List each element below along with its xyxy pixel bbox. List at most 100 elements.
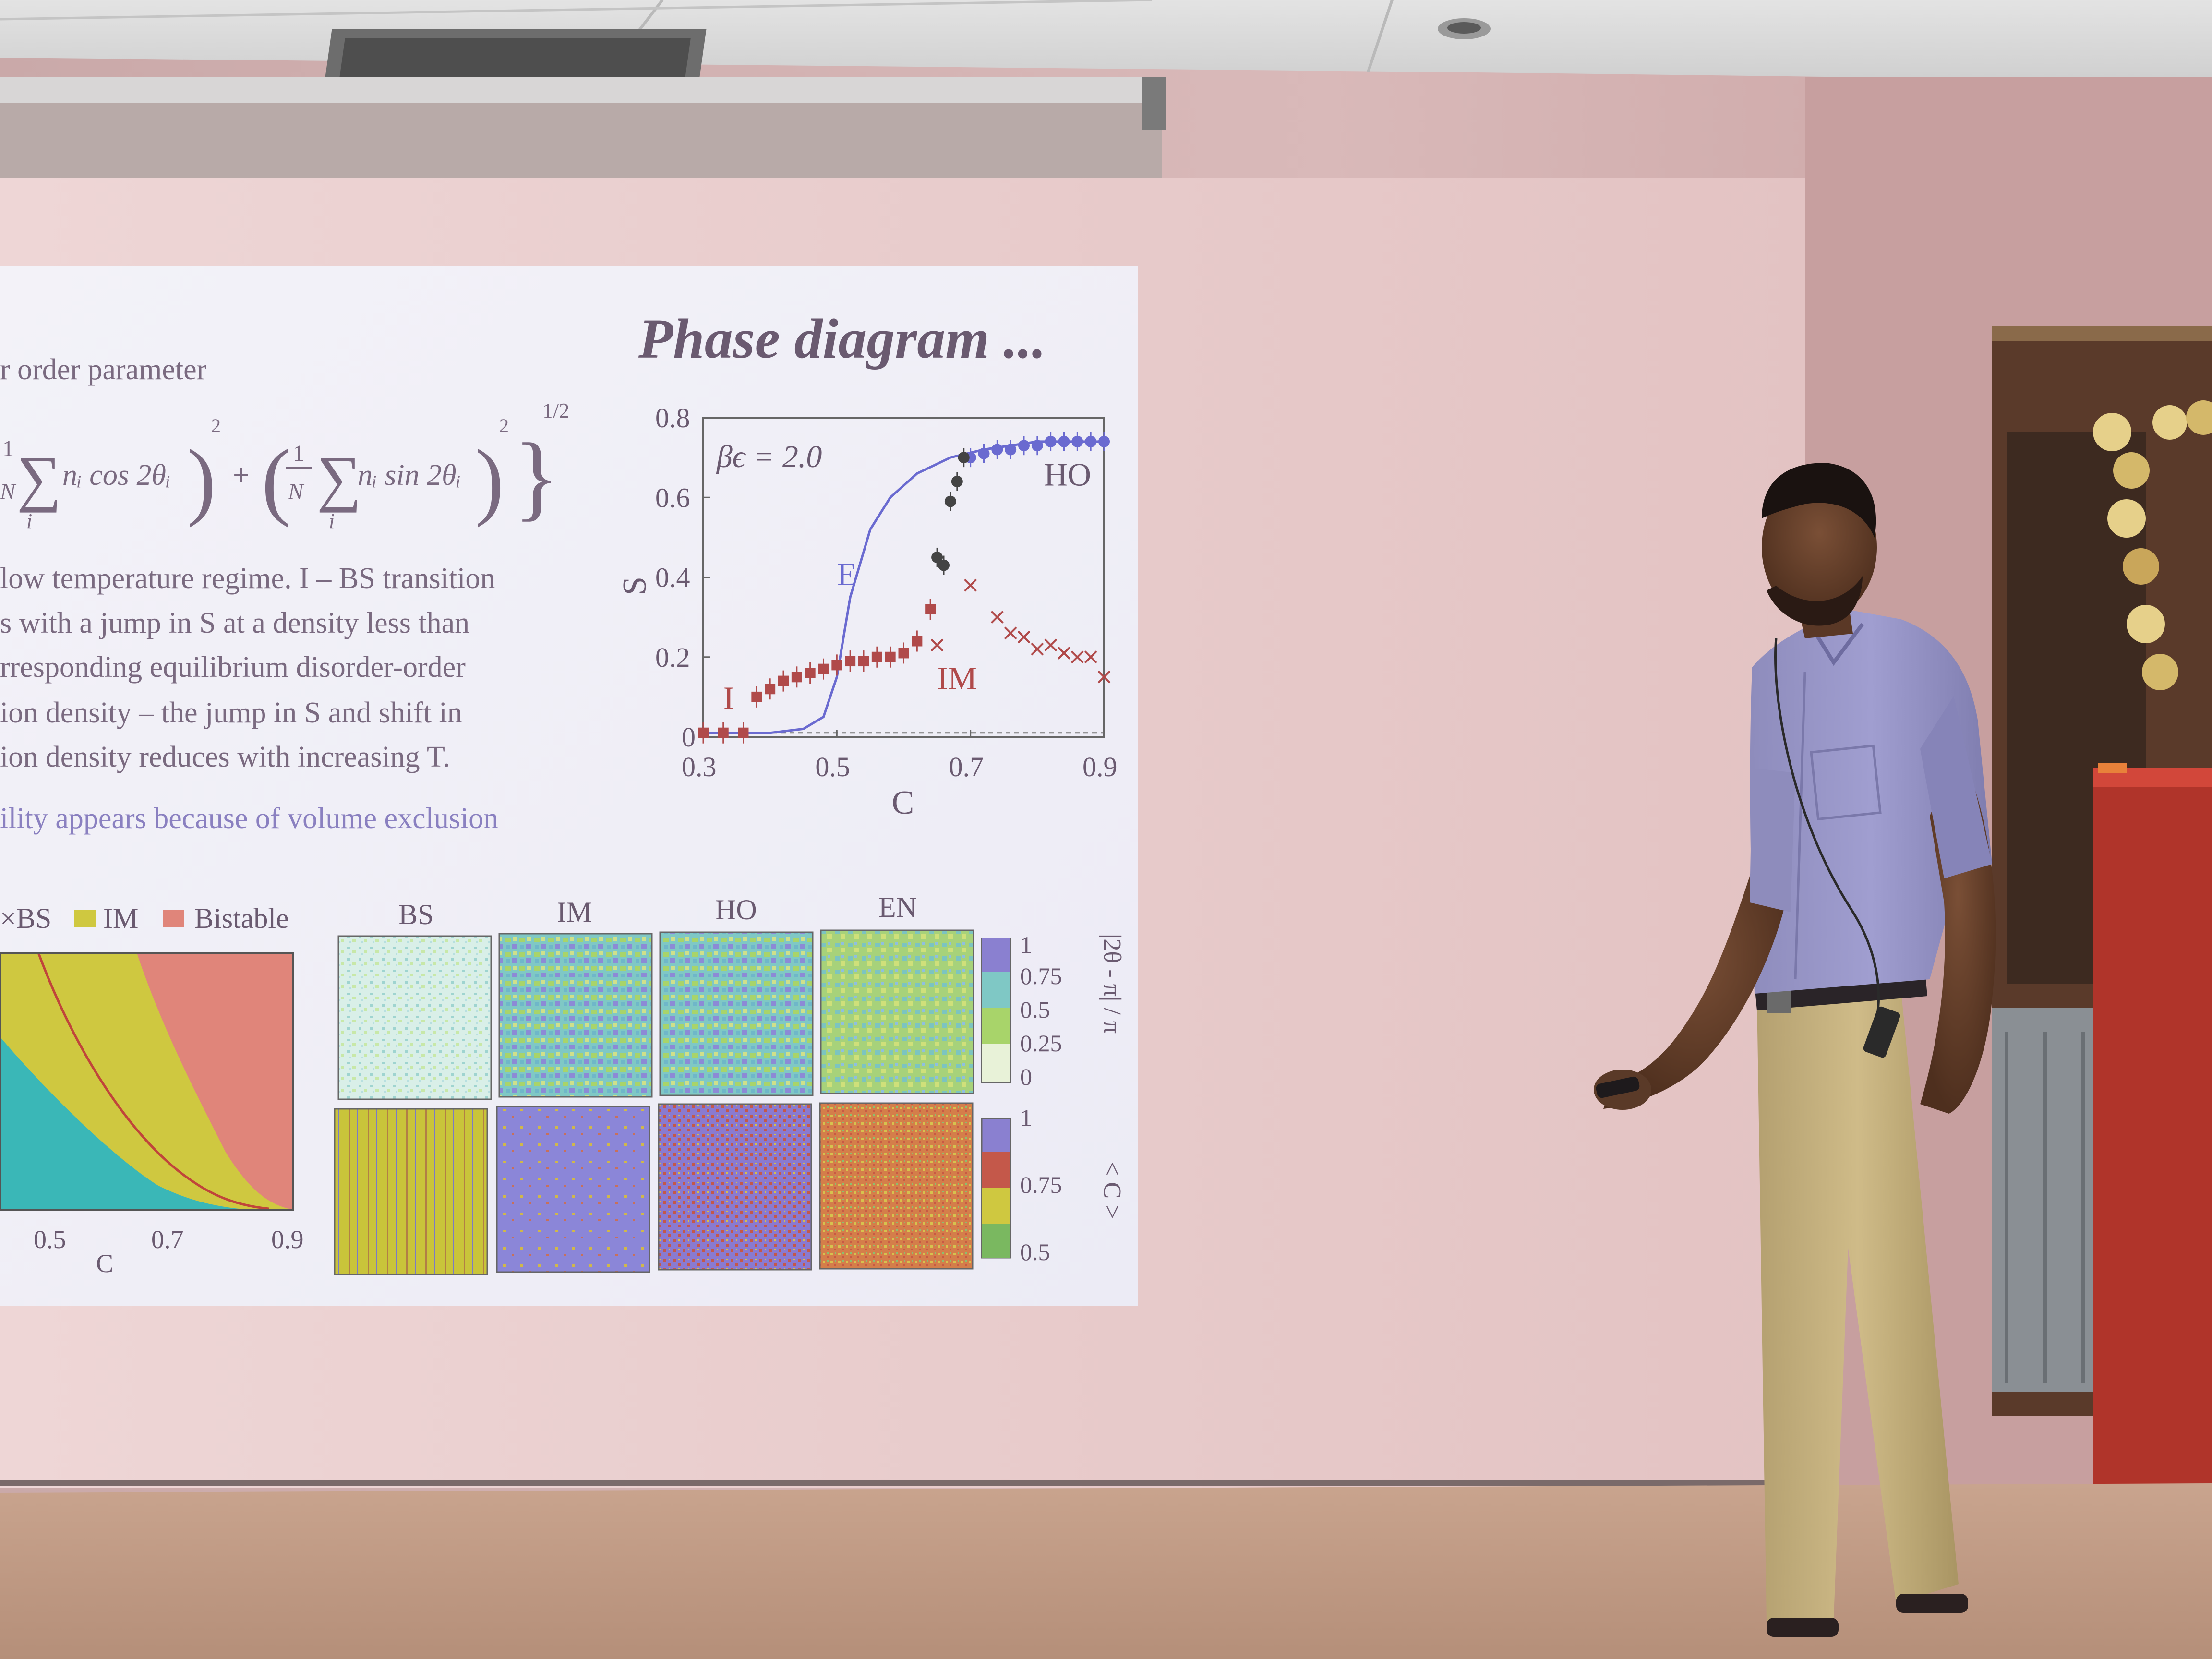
formula-half: 1/2 xyxy=(542,399,569,422)
phase-map-legend: ×BS IM Bistable xyxy=(0,902,289,934)
data-point-cross xyxy=(1044,638,1058,652)
heatmap-en-density xyxy=(819,1102,974,1270)
phase-map-boundary xyxy=(37,952,269,1210)
data-point-circle xyxy=(951,476,963,487)
heatmap-label-im: IM xyxy=(557,896,592,928)
chart-xtick-label: 0.5 xyxy=(815,751,850,782)
data-point-cross xyxy=(964,578,977,592)
formula-sin: nᵢ sin 2θᵢ xyxy=(358,459,461,492)
cbar-bottom-tick-2: 0.5 xyxy=(1020,1238,1050,1265)
flower-garland xyxy=(2093,400,2212,690)
heatmap-im-angle xyxy=(498,933,653,1098)
chart-xtick-label: 0.3 xyxy=(682,751,717,782)
formula-power2: 2 xyxy=(211,415,221,436)
chart-ytick-label: 0 xyxy=(682,721,696,753)
bullet-line-5: ion density reduces with increasing T. xyxy=(0,741,450,773)
chart-ylabel: S xyxy=(616,577,653,595)
presenter-shoe xyxy=(1767,1618,1839,1637)
data-point-square xyxy=(885,651,896,662)
data-point-circle xyxy=(1085,435,1097,447)
chart-region-label: HO xyxy=(1044,456,1091,493)
chart-region-label: IM xyxy=(937,660,977,696)
formula-paren-close-2: ) xyxy=(475,432,504,528)
heatmap-label-en: EN xyxy=(878,891,917,923)
formula-sum-2: ∑ xyxy=(317,444,361,513)
data-point-square xyxy=(698,727,709,738)
legend-bs: ×BS xyxy=(0,902,51,934)
presenter-head xyxy=(1762,475,1877,619)
data-point-cross xyxy=(1058,647,1070,660)
screen-housing xyxy=(0,77,1166,106)
presenter-beard xyxy=(1767,576,1863,626)
phase-map-xtick-1: 0.7 xyxy=(151,1225,184,1254)
data-point-square xyxy=(898,648,909,659)
data-point-cross xyxy=(1017,630,1031,644)
formula-brace: } xyxy=(514,424,560,530)
heatmap-grid: BS IM HO EN 1 0.75 0.5 0.25 0 1 0.75 0.5 xyxy=(334,891,1126,1275)
data-point-square xyxy=(925,604,936,614)
data-point-square xyxy=(831,660,842,671)
phase-map-xtick-2: 0.9 xyxy=(271,1225,304,1254)
bullet-line-3: rresponding equilibrium disorder-order xyxy=(0,651,466,684)
chart-region-label: I xyxy=(723,680,734,716)
chart-ytick-label: 0.6 xyxy=(655,482,690,513)
chart-ytick-label: 0.4 xyxy=(655,562,690,593)
slide-title: Phase diagram ... xyxy=(638,307,1046,370)
presenter-left-arm xyxy=(1603,854,1786,1109)
bullet-last: ility appears because of volume exclusio… xyxy=(0,802,498,835)
formula-N: N xyxy=(0,479,17,505)
data-point-circle xyxy=(931,551,943,563)
cbar-top-label: |2θ - π| / π xyxy=(1098,934,1126,1034)
data-point-square xyxy=(912,636,923,647)
data-point-cross xyxy=(1031,642,1044,656)
data-point-square xyxy=(858,656,869,667)
chart-ytick-label: 0.8 xyxy=(655,402,690,433)
formula: 1 N ∑ i nᵢ cos 2θᵢ ) 2 + ( 1 N ∑ i nᵢ si… xyxy=(0,399,569,533)
phase-map-axis: 0.5 0.7 0.9 C xyxy=(34,1225,304,1278)
data-point-circle xyxy=(938,559,950,571)
presenter xyxy=(1594,463,1996,1637)
data-point-circle xyxy=(1045,435,1057,447)
order-param-text: r order parameter xyxy=(0,353,207,386)
data-point-cross xyxy=(1097,670,1111,684)
legend-im: IM xyxy=(103,902,138,934)
cbar-bottom-tick-0: 1 xyxy=(1020,1104,1032,1131)
data-point-circle xyxy=(1031,440,1043,452)
formula-one-2: 1 xyxy=(293,441,304,466)
data-point-square xyxy=(845,656,856,667)
formula-sum: ∑ xyxy=(17,444,61,513)
formula-paren-open: ( xyxy=(262,432,290,528)
heatmap-en-angle xyxy=(820,929,974,1094)
series-line-e xyxy=(703,440,1104,734)
cbar-top-tick-2: 0.5 xyxy=(1020,996,1050,1023)
presenter-trousers xyxy=(1757,989,1959,1623)
phase-map-xlabel: C xyxy=(96,1249,113,1278)
data-point-circle xyxy=(944,495,956,507)
formula-paren-close: ) xyxy=(187,432,216,528)
heatmap-im-density xyxy=(496,1106,650,1273)
phase-map-xtick-0: 0.5 xyxy=(34,1225,66,1254)
data-point-square xyxy=(805,668,816,678)
data-point-cross xyxy=(1070,650,1084,664)
heatmap-ho-angle xyxy=(659,931,814,1096)
formula-N-2: N xyxy=(288,479,305,505)
data-point-square xyxy=(871,651,882,662)
formula-power2-2: 2 xyxy=(499,415,509,436)
chart-xtick-label: 0.9 xyxy=(1082,751,1118,782)
chart-xlabel: C xyxy=(892,784,914,821)
cbar-top-tick-0: 1 xyxy=(1020,931,1032,958)
formula-index: i xyxy=(26,509,32,533)
chart-annotation: βϵ = 2.0 xyxy=(716,439,822,474)
cbar-top-tick-4: 0 xyxy=(1020,1063,1032,1090)
data-point-cross xyxy=(930,638,944,652)
data-point-circle xyxy=(978,447,990,459)
microphone-cable xyxy=(1774,638,1880,1018)
phase-map xyxy=(0,952,294,1211)
remote-clicker xyxy=(1596,1076,1640,1098)
cbar-top-tick-3: 0.25 xyxy=(1020,1030,1062,1057)
bullet-line-2: s with a jump in S at a density less tha… xyxy=(0,607,469,639)
heatmap-label-bs: BS xyxy=(398,899,433,930)
heatmap-ho-density xyxy=(658,1103,812,1271)
